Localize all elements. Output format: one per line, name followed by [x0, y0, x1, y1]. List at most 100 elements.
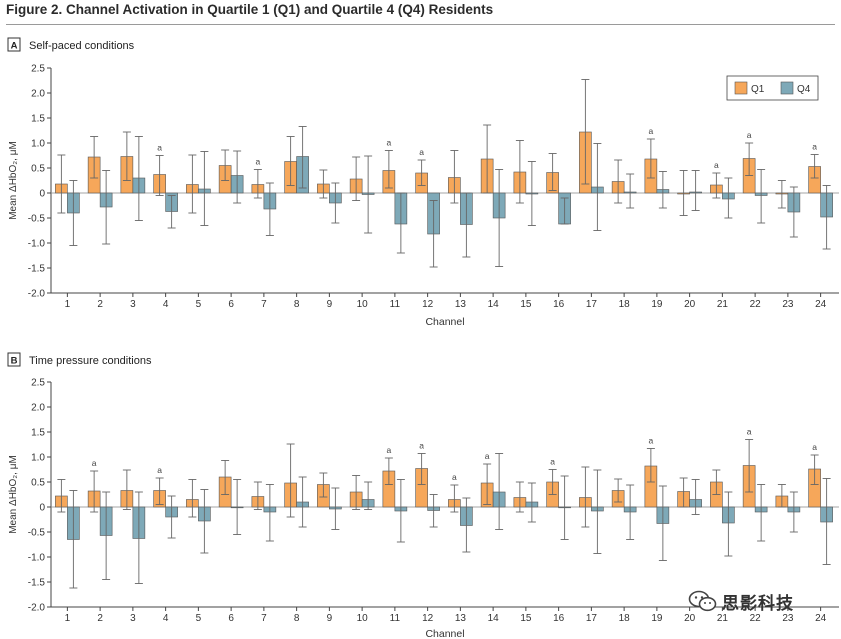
panel-b-x-tick-label: 6 — [228, 613, 234, 624]
panel-a-legend-swatch-q4 — [780, 81, 794, 95]
panel-b-x-tick-label: 22 — [750, 613, 762, 624]
panel-b-y-tick-label: 0.5 — [31, 478, 45, 489]
panel-a-x-tick-label: 23 — [782, 299, 794, 310]
panel-b-y-tick-label: -0.5 — [28, 528, 46, 539]
panel-a-legend-label-q4: Q4 — [797, 84, 811, 95]
panel-a-x-tick-label: 6 — [228, 299, 234, 310]
panel-a-x-tick-label: 18 — [619, 299, 631, 310]
panel-a-x-tick-label: 11 — [390, 299, 401, 310]
panel-a-x-tick-label: 14 — [488, 299, 500, 310]
panel-b-x-tick-label: 23 — [782, 613, 794, 624]
panel-b-significance-mark: a — [550, 457, 555, 467]
panel-b-x-tick-label: 17 — [586, 613, 598, 624]
panel-a-x-tick-label: 19 — [651, 299, 663, 310]
panel-a-x-tick-label: 8 — [294, 299, 300, 310]
panel-a-y-tick-label: 0.5 — [31, 164, 45, 175]
panel-a-y-tick-label: 1.0 — [31, 139, 45, 150]
panel-a-significance-mark: a — [419, 147, 424, 157]
panel-a-significance-mark: a — [387, 138, 392, 148]
panel-a-x-tick-label: 10 — [357, 299, 369, 310]
panel-a-y-tick-label: 2.5 — [31, 64, 45, 75]
panel-a-x-tick-label: 16 — [553, 299, 565, 310]
panel-a-x-tick-label: 12 — [422, 299, 434, 310]
panel-b-y-tick-label: -1.5 — [28, 578, 46, 589]
panel-a-y-tick-label: 1.5 — [31, 114, 45, 125]
panel-b-significance-mark: a — [387, 445, 392, 455]
panel-b-x-tick-label: 4 — [163, 613, 169, 624]
panel-b-x-tick-label: 2 — [97, 613, 103, 624]
panel-a-y-tick-label: -0.5 — [28, 214, 46, 225]
panel-a-significance-mark: a — [714, 160, 719, 170]
panel-a-x-tick-label: 13 — [455, 299, 467, 310]
panel-a-x-tick-label: 3 — [130, 299, 136, 310]
panel-a-significance-mark: a — [747, 130, 752, 140]
panel-b-x-tick-label: 1 — [65, 613, 71, 624]
panel-b-y-tick-label: 2.0 — [31, 403, 45, 414]
panel-b-significance-mark: a — [747, 427, 752, 437]
panel-b-x-tick-label: 14 — [488, 613, 500, 624]
panel-b-title: Time pressure conditions — [29, 355, 152, 367]
wechat-logo-icon — [688, 590, 717, 612]
panel-a-title: Self-paced conditions — [29, 40, 135, 52]
panel-b-x-tick-label: 10 — [357, 613, 369, 624]
panel-a-x-tick-label: 15 — [520, 299, 532, 310]
panel-b-letter: B — [11, 356, 18, 367]
panel-b-x-tick-label: 5 — [196, 613, 202, 624]
watermark-text: 思影科技 — [722, 593, 794, 614]
panel-b-y-tick-label: 1.0 — [31, 453, 45, 464]
panel-a-x-tick-label: 22 — [750, 299, 762, 310]
panel-b-x-label: Channel — [425, 628, 464, 639]
panel-a-x-tick-label: 4 — [163, 299, 169, 310]
panel-b-x-tick-label: 21 — [717, 613, 729, 624]
panel-b-y-tick-label: -2.0 — [28, 603, 46, 614]
panel-a-significance-mark: a — [256, 157, 261, 167]
panel-b-y-tick-label: 2.5 — [31, 378, 45, 389]
panel-b-significance-mark: a — [452, 472, 457, 482]
panel-b-significance-mark: a — [485, 451, 490, 461]
panel-a-legend-swatch-q1 — [734, 81, 748, 95]
panel-b-significance-mark: a — [649, 436, 654, 446]
panel-b-y-tick-label: 0 — [39, 503, 45, 514]
panel-b-x-tick-label: 24 — [815, 613, 827, 624]
panel-b-x-tick-label: 3 — [130, 613, 136, 624]
panel-a-x-tick-label: 9 — [327, 299, 333, 310]
panel-b-x-tick-label: 20 — [684, 613, 696, 624]
panel-b-significance-mark: a — [812, 442, 817, 452]
panel-a-x-tick-label: 5 — [196, 299, 202, 310]
panel-a-letter: A — [11, 41, 18, 52]
panel-b-y-tick-label: -1.0 — [28, 553, 46, 564]
panel-a-y-label: Mean ΔHbO₂, μM — [8, 141, 19, 220]
panel-a-y-tick-label: -1.5 — [28, 264, 46, 275]
panel-a-x-tick-label: 24 — [815, 299, 827, 310]
panel-a-x-tick-label: 1 — [65, 299, 71, 310]
panel-b-x-tick-label: 11 — [390, 613, 401, 624]
panel-b-x-tick-label: 13 — [455, 613, 467, 624]
panel-b-x-tick-label: 18 — [619, 613, 631, 624]
panel-a-x-label: Channel — [425, 316, 464, 328]
panel-a-y-tick-label: -2.0 — [28, 289, 46, 300]
panel-b-x-tick-label: 7 — [261, 613, 267, 624]
panel-a-x-tick-label: 7 — [261, 299, 267, 310]
panel-b-y-tick-label: 1.5 — [31, 428, 45, 439]
panel-a-letter-box — [7, 37, 21, 52]
panel-b-significance-mark: a — [157, 465, 162, 475]
panel-b-x-tick-label: 19 — [651, 613, 663, 624]
panel-a-y-tick-label: 0 — [39, 189, 45, 200]
panel-b-significance-mark: a — [419, 441, 424, 451]
panel-b-letter-box — [7, 352, 21, 367]
panel-b-x-tick-label: 15 — [520, 613, 532, 624]
title-divider — [6, 24, 835, 25]
panel-b-significance-mark: a — [92, 458, 97, 468]
panel-a-significance-mark: a — [157, 143, 162, 153]
panel-a-significance-mark: a — [812, 142, 817, 152]
panel-a-x-tick-label: 20 — [684, 299, 696, 310]
panel-b-y-label: Mean ΔHbO₂, μM — [8, 455, 19, 534]
watermark: 思影科技 — [688, 588, 828, 614]
panel-a-y-tick-label: 2.0 — [31, 89, 45, 100]
panel-a-significance-mark: a — [649, 126, 654, 136]
panel-b-x-tick-label: 12 — [422, 613, 434, 624]
panel-a-y-tick-label: -1.0 — [28, 239, 46, 250]
panel-a-legend-label-q1: Q1 — [751, 84, 765, 95]
panel-b-x-tick-label: 9 — [327, 613, 333, 624]
